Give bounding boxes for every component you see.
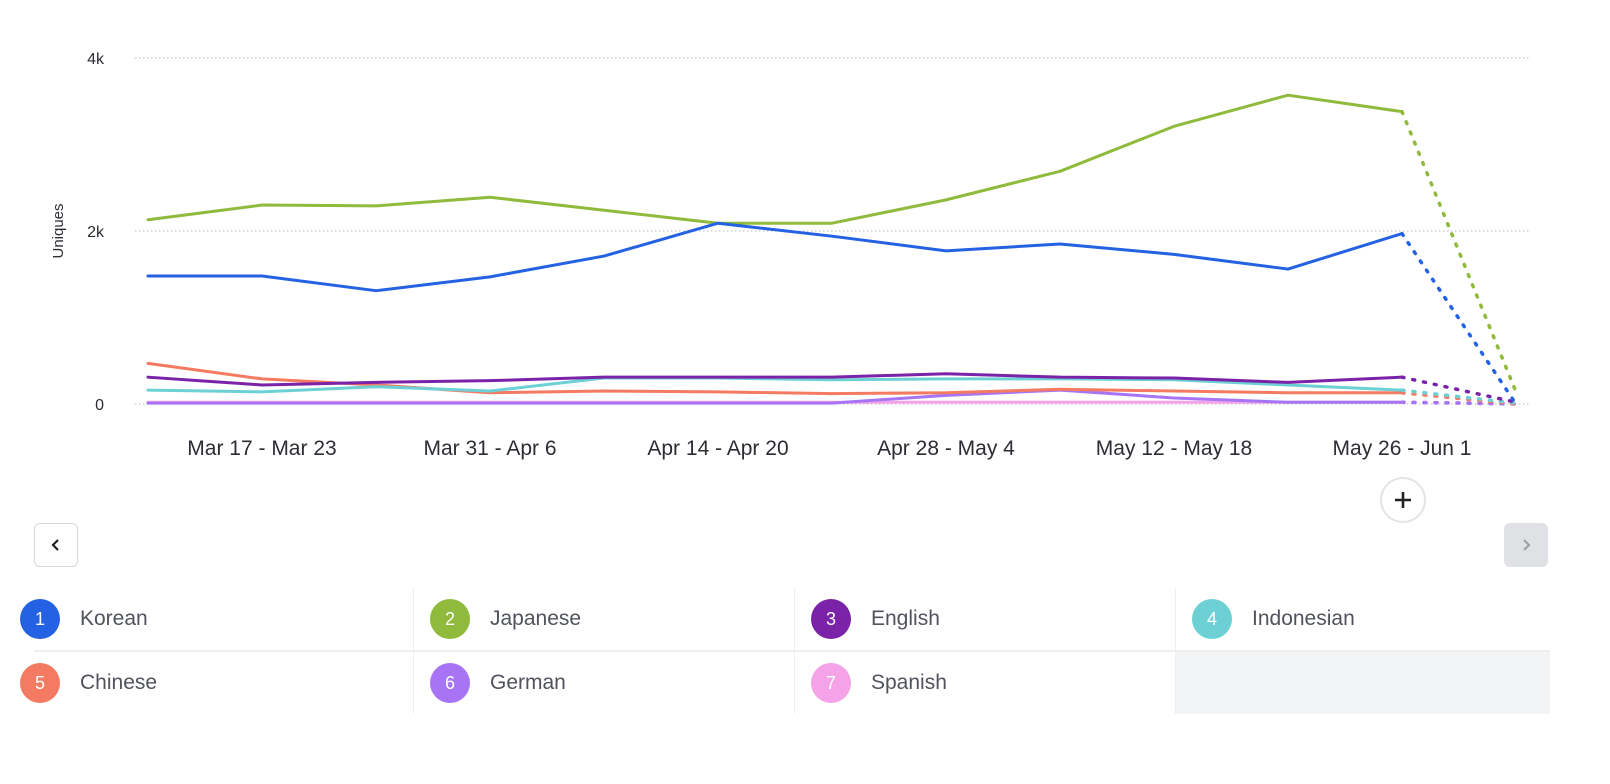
chevron-right-icon	[1523, 539, 1531, 551]
x-tick-label: Mar 17 - Mar 23	[187, 437, 336, 460]
legend-item[interactable]: 1 Korean	[20, 588, 414, 652]
legend-item[interactable]: 7 Spanish	[795, 652, 1176, 714]
y-tick-label: 2k	[87, 224, 105, 241]
series-incomplete-korean	[1400, 231, 1518, 406]
plus-icon	[1395, 492, 1411, 508]
series-incomplete-japanese	[1400, 109, 1518, 394]
legend-label: Korean	[80, 607, 148, 630]
legend-label: Spanish	[871, 671, 947, 694]
next-page-button[interactable]	[1504, 523, 1548, 567]
legend-label: German	[490, 671, 566, 694]
series-incomplete-indonesian	[1400, 388, 1518, 405]
chevron-left-icon	[51, 539, 59, 551]
legend-item[interactable]: 5 Chinese	[20, 652, 414, 714]
legend-badge: 7	[811, 663, 851, 703]
legend-label: Chinese	[80, 671, 158, 694]
x-tick-label: Apr 14 - Apr 20	[647, 437, 788, 460]
legend-empty-cell	[1176, 652, 1550, 714]
x-tick-label: May 12 - May 18	[1096, 437, 1252, 460]
x-tick-label: May 26 - Jun 1	[1333, 437, 1472, 460]
legend-badge: 4	[1192, 599, 1232, 639]
series-line-german	[146, 388, 1404, 405]
legend-label: Japanese	[490, 607, 582, 630]
previous-page-button[interactable]	[34, 523, 78, 567]
legend-badge: 1	[20, 599, 60, 639]
legend-item[interactable]: 6 German	[414, 652, 795, 714]
legend: 1 Korean 2 Japanese 3 English 4 Indonesian 5…	[20, 588, 1550, 714]
legend-badge: 3	[811, 599, 851, 639]
y-axis-label: Uniques	[50, 203, 67, 258]
add-button[interactable]	[1380, 477, 1426, 523]
legend-badge: 6	[430, 663, 470, 703]
series-incomplete-german	[1400, 400, 1518, 406]
series-line-japanese	[146, 93, 1404, 225]
x-tick-label: Mar 31 - Apr 6	[423, 437, 556, 460]
series-line-korean	[146, 221, 1404, 293]
legend-badge: 5	[20, 663, 60, 703]
y-tick-label: 0	[95, 397, 104, 414]
legend-item[interactable]: 4 Indonesian	[1176, 588, 1550, 652]
line-chart: 0 2k 4k Uniques Mar 17 - Mar 23 Mar 31 - Apr …	[50, 51, 1530, 460]
series-incomplete-english	[1400, 375, 1518, 405]
legend-item[interactable]: 3 English	[795, 588, 1176, 652]
series-line-english	[146, 372, 1404, 387]
legend-item[interactable]: 2 Japanese	[414, 588, 795, 652]
legend-label: English	[871, 607, 940, 630]
legend-label: Indonesian	[1252, 607, 1355, 630]
y-tick-label: 4k	[87, 51, 105, 68]
series-incomplete-chinese	[1400, 391, 1518, 406]
series-line-indonesian	[146, 376, 1404, 394]
x-tick-label: Apr 28 - May 4	[877, 437, 1015, 460]
legend-badge: 2	[430, 599, 470, 639]
